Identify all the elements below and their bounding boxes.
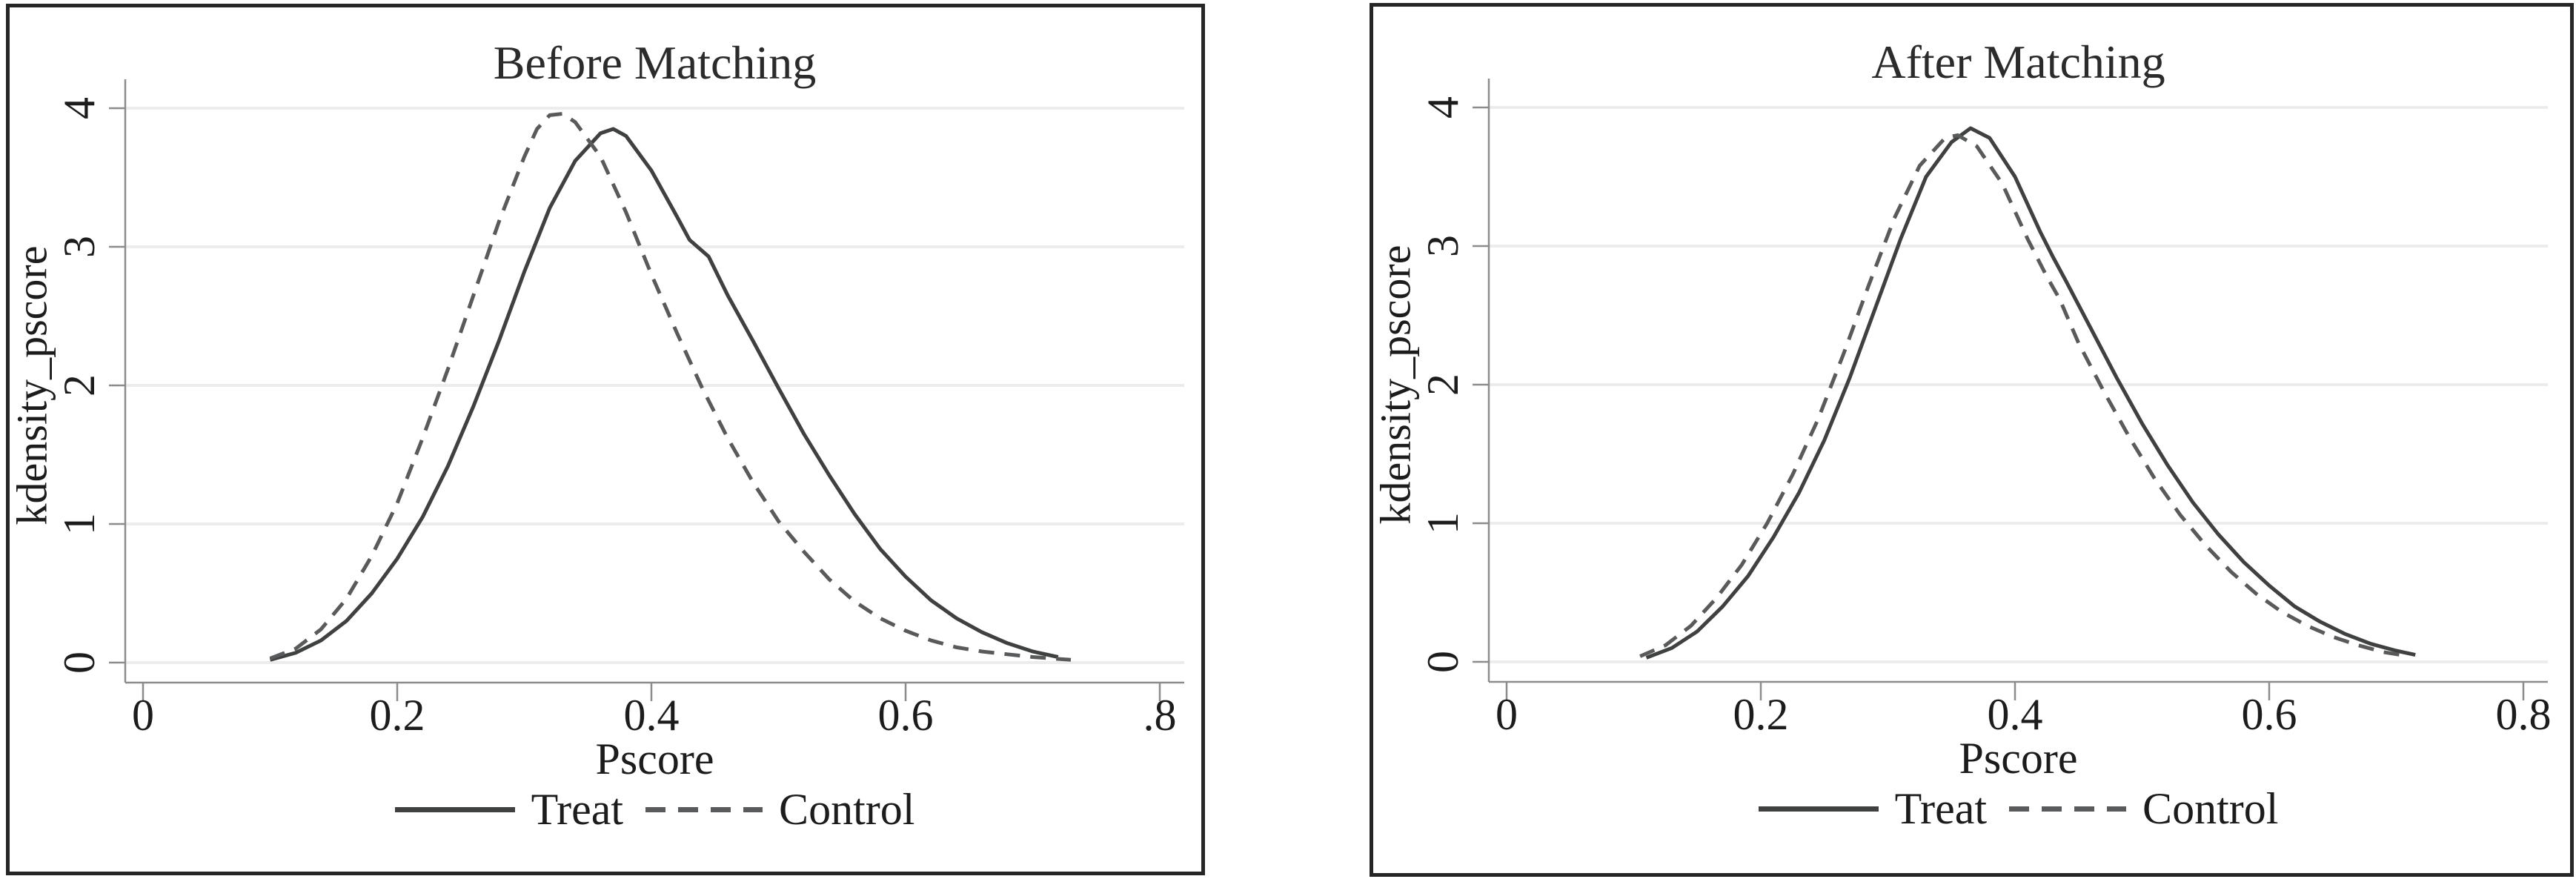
y-tick-label-3: 3 [55, 236, 104, 258]
treat-line-swatch [1758, 806, 1879, 812]
legend-label-treat: Treat [531, 784, 624, 834]
chart-title-after: After Matching [1871, 36, 2165, 88]
x-tick-label-0.4: 0.4 [1988, 690, 2043, 739]
x-tick-label-0.2: 0.2 [1733, 690, 1789, 739]
y-tick-label-3: 3 [1418, 235, 1467, 257]
x-tick-label-0: 0 [132, 691, 154, 740]
y-tick-label-1: 1 [1418, 512, 1467, 534]
y-tick-label-2: 2 [1418, 374, 1467, 396]
y-axis-label-after: kdensity_pscore [1371, 245, 1420, 525]
legend-label-control: Control [779, 784, 915, 834]
x-tick-label-0.2: 0.2 [370, 691, 425, 740]
y-tick-label-4: 4 [55, 97, 104, 119]
x-tick-label-0.8: 0.8 [2496, 690, 2552, 739]
legend-label-control: Control [2142, 783, 2279, 833]
x-tick-label-0.4: 0.4 [624, 691, 680, 740]
panel-after-matching: 0 1 2 3 4 0 0.2 0.4 0.6 0.8 After Matching kdensi… [1370, 3, 2574, 877]
control-line-swatch [2009, 806, 2127, 812]
x-tick-label-0.8: .8 [1143, 691, 1177, 740]
treat-line-swatch [394, 806, 515, 812]
control-line-swatch [645, 806, 763, 812]
y-tick-label-2: 2 [55, 374, 104, 397]
x-tick-label-0.6: 0.6 [2242, 690, 2297, 739]
curve-treat [269, 127, 1059, 662]
y-tick-label-0: 0 [1418, 651, 1467, 673]
x-tick-label-0: 0 [1496, 690, 1518, 739]
curve-control [1639, 133, 2410, 658]
legend-label-treat: Treat [1894, 783, 1988, 833]
y-tick-label-4: 4 [1418, 96, 1467, 119]
y-axis-label-before: kdensity_pscore [7, 245, 56, 525]
curve-treat [1645, 126, 2416, 660]
x-tick-label-0.6: 0.6 [878, 691, 934, 740]
panel-before-matching: 0 1 2 3 4 0 0.2 0.4 0.6 .8 Before Matching kdensi… [6, 4, 1205, 875]
chart-title-before: Before Matching [493, 36, 817, 89]
curve-control [269, 112, 1072, 662]
y-tick-label-1: 1 [55, 513, 104, 535]
legend-before: Treat Control [125, 783, 1184, 836]
legend-after: Treat Control [1489, 782, 2548, 835]
x-axis-label-after: Pscore [1959, 734, 2078, 783]
y-tick-label-0: 0 [55, 651, 104, 674]
plot-area-before-matching: 0 1 2 3 4 0 0.2 0.4 0.6 .8 [55, 79, 1184, 740]
plot-area-after-matching: 0 1 2 3 4 0 0.2 0.4 0.6 0.8 [1418, 79, 2552, 739]
x-axis-label-before: Pscore [595, 734, 714, 783]
